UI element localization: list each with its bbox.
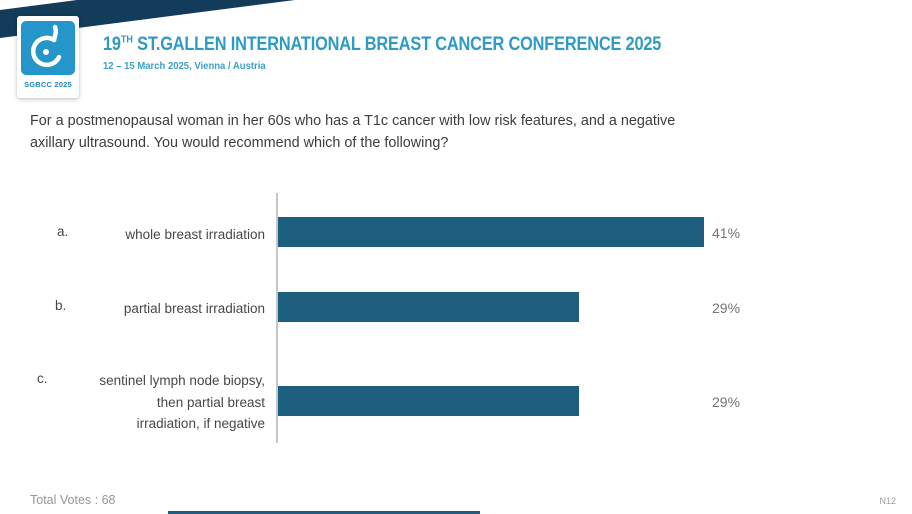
total-votes: Total Votes : 68 <box>30 493 116 507</box>
option-letter-b: b. <box>55 298 67 313</box>
option-label-b: partial breast irradiation <box>123 301 265 316</box>
conference-logo-card: SGBCC 2025 <box>17 16 79 98</box>
title-main: ST.GALLEN INTERNATIONAL BREAST CANCER CO… <box>137 34 662 55</box>
logo-square <box>21 21 75 75</box>
logo-badge-text: SGBCC 2025 <box>24 80 72 89</box>
percent-label-c: 29% <box>712 394 741 410</box>
option-letter-a: a. <box>57 224 69 239</box>
percent-label-a: 41% <box>712 225 741 241</box>
header-title-block: 19TH ST.GALLEN INTERNATIONAL BREAST CANCE… <box>103 34 752 74</box>
bar-option-a <box>278 217 704 247</box>
option-label-c: sentinel lymph node biopsy, then partial… <box>99 373 265 431</box>
bottom-accent-strip <box>168 511 480 514</box>
chart-axis-line <box>276 193 278 443</box>
question-text: For a postmenopausal woman in her 60s wh… <box>30 113 676 151</box>
option-letter-c: c. <box>37 371 48 386</box>
sgbcc-drop-icon <box>31 24 62 68</box>
bar-option-c <box>278 386 579 416</box>
option-label-a: whole breast irradiation <box>125 227 265 242</box>
slide-code: N12 <box>879 496 896 506</box>
conference-title: 19TH ST.GALLEN INTERNATIONAL BREAST CANCE… <box>103 34 661 56</box>
conference-subtitle: 12 – 15 March 2025, Vienna / Austria <box>103 61 266 72</box>
bar-option-b <box>278 292 579 322</box>
title-number: 19 <box>103 34 121 55</box>
percent-label-b: 29% <box>712 300 741 316</box>
title-ordinal: TH <box>120 34 133 46</box>
